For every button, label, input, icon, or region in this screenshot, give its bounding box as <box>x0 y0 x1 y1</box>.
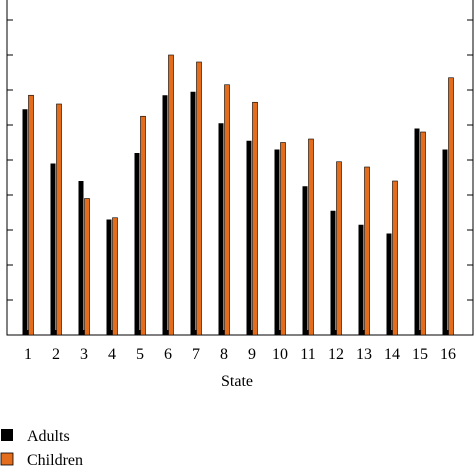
plot-frame <box>6 0 474 336</box>
bar-children-6 <box>168 54 174 336</box>
legend-label-adults: Adults <box>27 428 70 445</box>
bar-children-10 <box>280 142 286 336</box>
bar-children-16 <box>448 77 454 336</box>
x-tick-label-16: 16 <box>440 346 456 363</box>
x-tick-label-1: 1 <box>24 346 32 363</box>
x-tick-label-6: 6 <box>164 346 172 363</box>
bar-adults-12 <box>330 210 336 335</box>
bar-children-9 <box>252 101 258 336</box>
bar-children-15 <box>420 131 426 336</box>
bar-adults-5 <box>134 153 140 335</box>
bar-children-4 <box>112 217 118 336</box>
bar-children-2 <box>56 103 62 336</box>
y-axis-ticks <box>7 19 473 336</box>
bar-adults-16 <box>442 149 448 335</box>
bar-adults-7 <box>190 91 196 335</box>
bar-children-13 <box>364 166 370 336</box>
bar-adults-15 <box>414 128 420 335</box>
bar-adults-10 <box>274 149 280 335</box>
bar-adults-6 <box>162 95 168 335</box>
bar-children-8 <box>224 84 230 336</box>
bar-adults-8 <box>218 123 224 335</box>
plot-area <box>6 0 474 336</box>
bar-adults-11 <box>302 186 308 335</box>
bar-children-1 <box>28 94 34 336</box>
bar-adults-13 <box>358 224 364 335</box>
x-tick-label-5: 5 <box>136 346 144 363</box>
bar-adults-1 <box>22 109 28 335</box>
legend-label-children: Children <box>27 452 83 467</box>
bar-children-11 <box>308 138 314 336</box>
bar-adults-4 <box>106 219 112 335</box>
x-axis-label: State <box>221 373 253 390</box>
bar-adults-3 <box>78 181 84 335</box>
x-tick-label-4: 4 <box>108 346 116 363</box>
x-tick-label-7: 7 <box>192 346 200 363</box>
x-tick-label-10: 10 <box>272 346 288 363</box>
x-tick-label-15: 15 <box>412 346 428 363</box>
bar-children-3 <box>84 198 90 336</box>
x-tick-label-3: 3 <box>80 346 88 363</box>
x-tick-label-9: 9 <box>248 346 256 363</box>
bar-children-5 <box>140 115 146 336</box>
bar-children-14 <box>392 180 398 336</box>
bar-children-7 <box>196 61 202 336</box>
x-tick-label-14: 14 <box>384 346 400 363</box>
legend-swatch-children <box>0 452 14 466</box>
x-tick-label-13: 13 <box>356 346 372 363</box>
bar-series <box>22 54 454 336</box>
x-axis-ticks <box>27 330 449 335</box>
bar-adults-14 <box>386 233 392 335</box>
x-tick-label-2: 2 <box>52 346 60 363</box>
x-tick-label-8: 8 <box>220 346 228 363</box>
x-axis-tick-labels: 1 2 3 4 5 6 7 8 9 10 11 12 13 14 15 16 <box>24 346 456 363</box>
legend: Adults Children <box>0 428 83 467</box>
bar-children-12 <box>336 161 342 336</box>
bar-adults-9 <box>246 140 252 335</box>
x-tick-label-12: 12 <box>328 346 344 363</box>
x-tick-label-11: 11 <box>300 346 315 363</box>
legend-swatch-adults <box>1 429 13 441</box>
bar-adults-2 <box>50 163 56 335</box>
